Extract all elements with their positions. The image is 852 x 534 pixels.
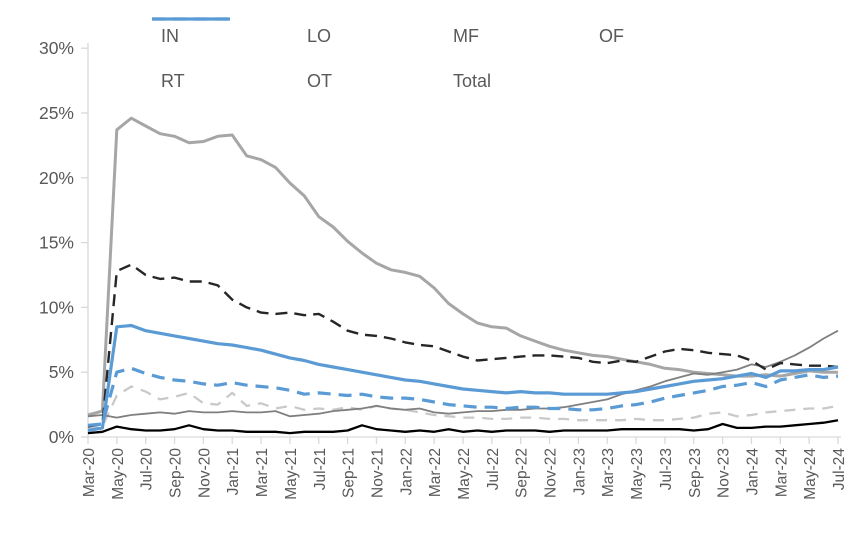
legend-label-of: OF bbox=[599, 26, 624, 46]
legend-label-ot: OT bbox=[307, 71, 332, 91]
x-tick-label: Nov-23 bbox=[716, 448, 733, 498]
y-tick-label: 10% bbox=[39, 297, 74, 317]
x-tick-label: Jan-24 bbox=[744, 448, 761, 496]
y-tick-label: 30% bbox=[39, 38, 74, 58]
x-tick-label: Nov-21 bbox=[369, 448, 386, 498]
series-line-of bbox=[87, 329, 839, 419]
x-tick-label: Sep-20 bbox=[168, 448, 185, 498]
x-tick-label: Nov-22 bbox=[543, 448, 560, 498]
y-tick-label: 0% bbox=[49, 427, 74, 447]
x-tick-label: Sep-23 bbox=[687, 448, 704, 498]
x-tick-label: Jul-20 bbox=[139, 448, 156, 491]
x-tick-label: Mar-20 bbox=[81, 448, 98, 497]
legend-item-lo: LO bbox=[152, 14, 444, 59]
x-tick-label: Jan-23 bbox=[571, 448, 588, 495]
legend-item-ot: OT bbox=[152, 17, 444, 104]
legend-item-total: Total bbox=[152, 17, 590, 104]
x-tick-label: Nov-20 bbox=[196, 448, 213, 498]
legend-label-in: IN bbox=[161, 26, 179, 46]
x-tick-label: Mar-23 bbox=[600, 448, 617, 497]
y-tick-label: 20% bbox=[39, 168, 74, 188]
legend-swatch-total bbox=[152, 17, 230, 21]
x-tick-label: Mar-22 bbox=[427, 448, 444, 497]
legend: IN LO MF OF RT OT Total bbox=[152, 14, 736, 104]
legend-label-lo: LO bbox=[307, 26, 332, 46]
legend-item-of: OF bbox=[152, 14, 736, 59]
legend-label-mf: MF bbox=[453, 26, 479, 46]
x-tick-label: Jul-22 bbox=[485, 448, 502, 490]
series-line-total bbox=[87, 323, 839, 433]
x-tick-label: Mar-24 bbox=[773, 448, 790, 497]
series-line-mf bbox=[87, 385, 839, 431]
y-tick-label: 25% bbox=[39, 103, 74, 123]
series-lines bbox=[87, 116, 839, 435]
x-tick-label: Jan-22 bbox=[398, 448, 415, 495]
legend-item-mf: MF bbox=[152, 14, 590, 59]
legend-label-total: Total bbox=[453, 71, 492, 91]
series-line-rt bbox=[87, 263, 839, 428]
x-axis: Mar-20 May-20 Jul-20 Sep-20 Nov-20 Jan-21 Mar-… bbox=[81, 437, 848, 500]
y-tick-label: 5% bbox=[49, 362, 74, 382]
x-tick-label: Jul-24 bbox=[831, 448, 848, 491]
y-axis: 0% 5% 10% 15% 20% 25% 30% bbox=[39, 38, 88, 447]
x-tick-label: May-24 bbox=[802, 448, 819, 500]
x-tick-label: May-20 bbox=[110, 448, 127, 500]
x-tick-label: May-21 bbox=[283, 448, 300, 500]
x-tick-label: Jan-21 bbox=[225, 448, 242, 495]
x-tick-label: Jul-21 bbox=[312, 448, 329, 490]
y-tick-label: 15% bbox=[39, 233, 74, 253]
x-tick-label: May-22 bbox=[456, 448, 473, 500]
x-tick-label: Mar-21 bbox=[254, 448, 271, 497]
x-tick-label: Sep-22 bbox=[514, 448, 531, 498]
series-line-lo bbox=[87, 116, 838, 417]
legend-item-rt: RT bbox=[152, 17, 298, 104]
x-tick-label: Jul-23 bbox=[658, 448, 675, 490]
legend-label-rt: RT bbox=[161, 71, 185, 91]
x-tick-label: Sep-21 bbox=[341, 448, 358, 498]
x-tick-label: May-23 bbox=[629, 448, 646, 500]
series-line-in bbox=[87, 419, 839, 435]
